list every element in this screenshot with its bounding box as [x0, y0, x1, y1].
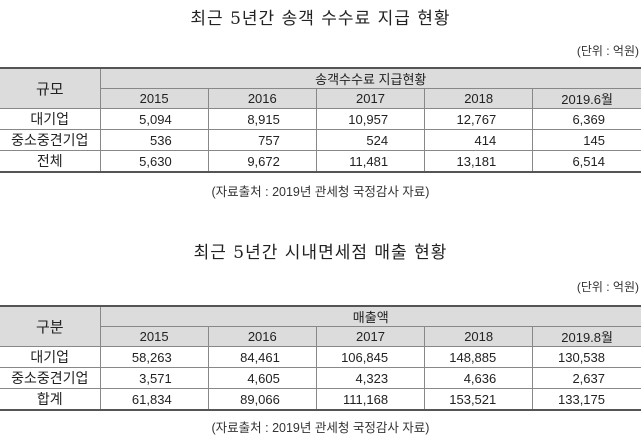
table-row: 중소중견기업 3,571 4,605 4,323 4,636 2,637	[0, 367, 641, 389]
table1-title: 최근 5년간 송객 수수료 지급 현황	[190, 9, 451, 29]
column-header: 2018	[424, 326, 534, 347]
table-cell: 111,168	[315, 388, 426, 411]
table-cell: 4,323	[315, 367, 426, 389]
header-row: 규모 송객수수료 지급현황	[0, 67, 641, 109]
table-row: 중소중견기업 536 757 524 414 145	[0, 129, 641, 151]
row-label: 전체	[0, 150, 101, 173]
table-cell: 133,175	[532, 388, 641, 411]
table-cell: 414	[424, 129, 534, 151]
table-cell: 757	[207, 129, 317, 151]
column-header: 2019.6월	[532, 88, 641, 109]
table-row: 합계 61,834 89,066 111,168 153,521 133,175	[0, 388, 641, 411]
table-cell: 84,461	[207, 346, 317, 368]
table-cell: 6,369	[532, 108, 641, 130]
row-label: 대기업	[0, 108, 101, 130]
sales-table: 구분 매출액 2015 2016 2017 2018 2019.8월 대기업 58,263 84,…	[0, 305, 641, 411]
column-header: 2015	[100, 326, 209, 347]
table-cell: 58,263	[99, 346, 209, 368]
table-cell: 8,915	[207, 108, 317, 130]
row-label: 중소중견기업	[0, 367, 101, 389]
table-cell: 61,834	[99, 388, 209, 411]
table1-unit: (단위 : 억원)	[576, 44, 639, 58]
table2-title: 최근 5년간 시내면세점 매출 현황	[193, 243, 448, 263]
column-header: 2016	[207, 88, 317, 109]
table-cell: 536	[99, 129, 209, 151]
table-cell: 4,636	[424, 367, 534, 389]
corner-header: 구분	[0, 305, 101, 347]
group-header: 송객수수료 지급현황	[99, 67, 641, 89]
column-header: 2017	[315, 88, 426, 109]
row-label: 합계	[0, 388, 101, 411]
corner-header: 규모	[0, 67, 101, 109]
column-header: 2017	[315, 326, 426, 347]
commission-table: 규모 송객수수료 지급현황 2015 2016 2017 2018 2019.6월 대기업 5,…	[0, 67, 641, 173]
year-header-row: 2015 2016 2017 2018 2019.6월	[0, 88, 641, 109]
group-header: 매출액	[99, 305, 641, 327]
table-cell: 89,066	[207, 388, 317, 411]
table-cell: 106,845	[315, 346, 426, 368]
table-cell: 148,885	[424, 346, 534, 368]
table-cell: 153,521	[424, 388, 534, 411]
table-cell: 11,481	[315, 150, 426, 173]
table-cell: 5,094	[99, 108, 209, 130]
column-header: 2015	[100, 88, 209, 109]
table2-unit: (단위 : 억원)	[576, 280, 639, 294]
table2-source: (자료출처 : 2019년 관세청 국정감사 자료)	[211, 421, 430, 435]
table-cell: 4,605	[207, 367, 317, 389]
table-cell: 145	[532, 129, 641, 151]
table-cell: 10,957	[315, 108, 426, 130]
table-row: 대기업 5,094 8,915 10,957 12,767 6,369	[0, 108, 641, 130]
column-header: 2018	[424, 88, 534, 109]
table-cell: 5,630	[99, 150, 209, 173]
table-cell: 13,181	[424, 150, 534, 173]
table-cell: 12,767	[424, 108, 534, 130]
table-cell: 2,637	[532, 367, 641, 389]
table-cell: 3,571	[99, 367, 209, 389]
table-cell: 524	[315, 129, 426, 151]
row-label: 대기업	[0, 346, 101, 368]
row-label: 중소중견기업	[0, 129, 101, 151]
year-header-row: 2015 2016 2017 2018 2019.8월	[0, 326, 641, 347]
table-row: 대기업 58,263 84,461 106,845 148,885 130,538	[0, 346, 641, 368]
column-header: 2019.8월	[532, 326, 641, 347]
table-cell: 9,672	[207, 150, 317, 173]
table-cell: 6,514	[532, 150, 641, 173]
header-row: 구분 매출액	[0, 305, 641, 347]
table-cell: 130,538	[532, 346, 641, 368]
table-row: 전체 5,630 9,672 11,481 13,181 6,514	[0, 150, 641, 173]
column-header: 2016	[207, 326, 317, 347]
table1-source: (자료출처 : 2019년 관세청 국정감사 자료)	[211, 185, 430, 199]
